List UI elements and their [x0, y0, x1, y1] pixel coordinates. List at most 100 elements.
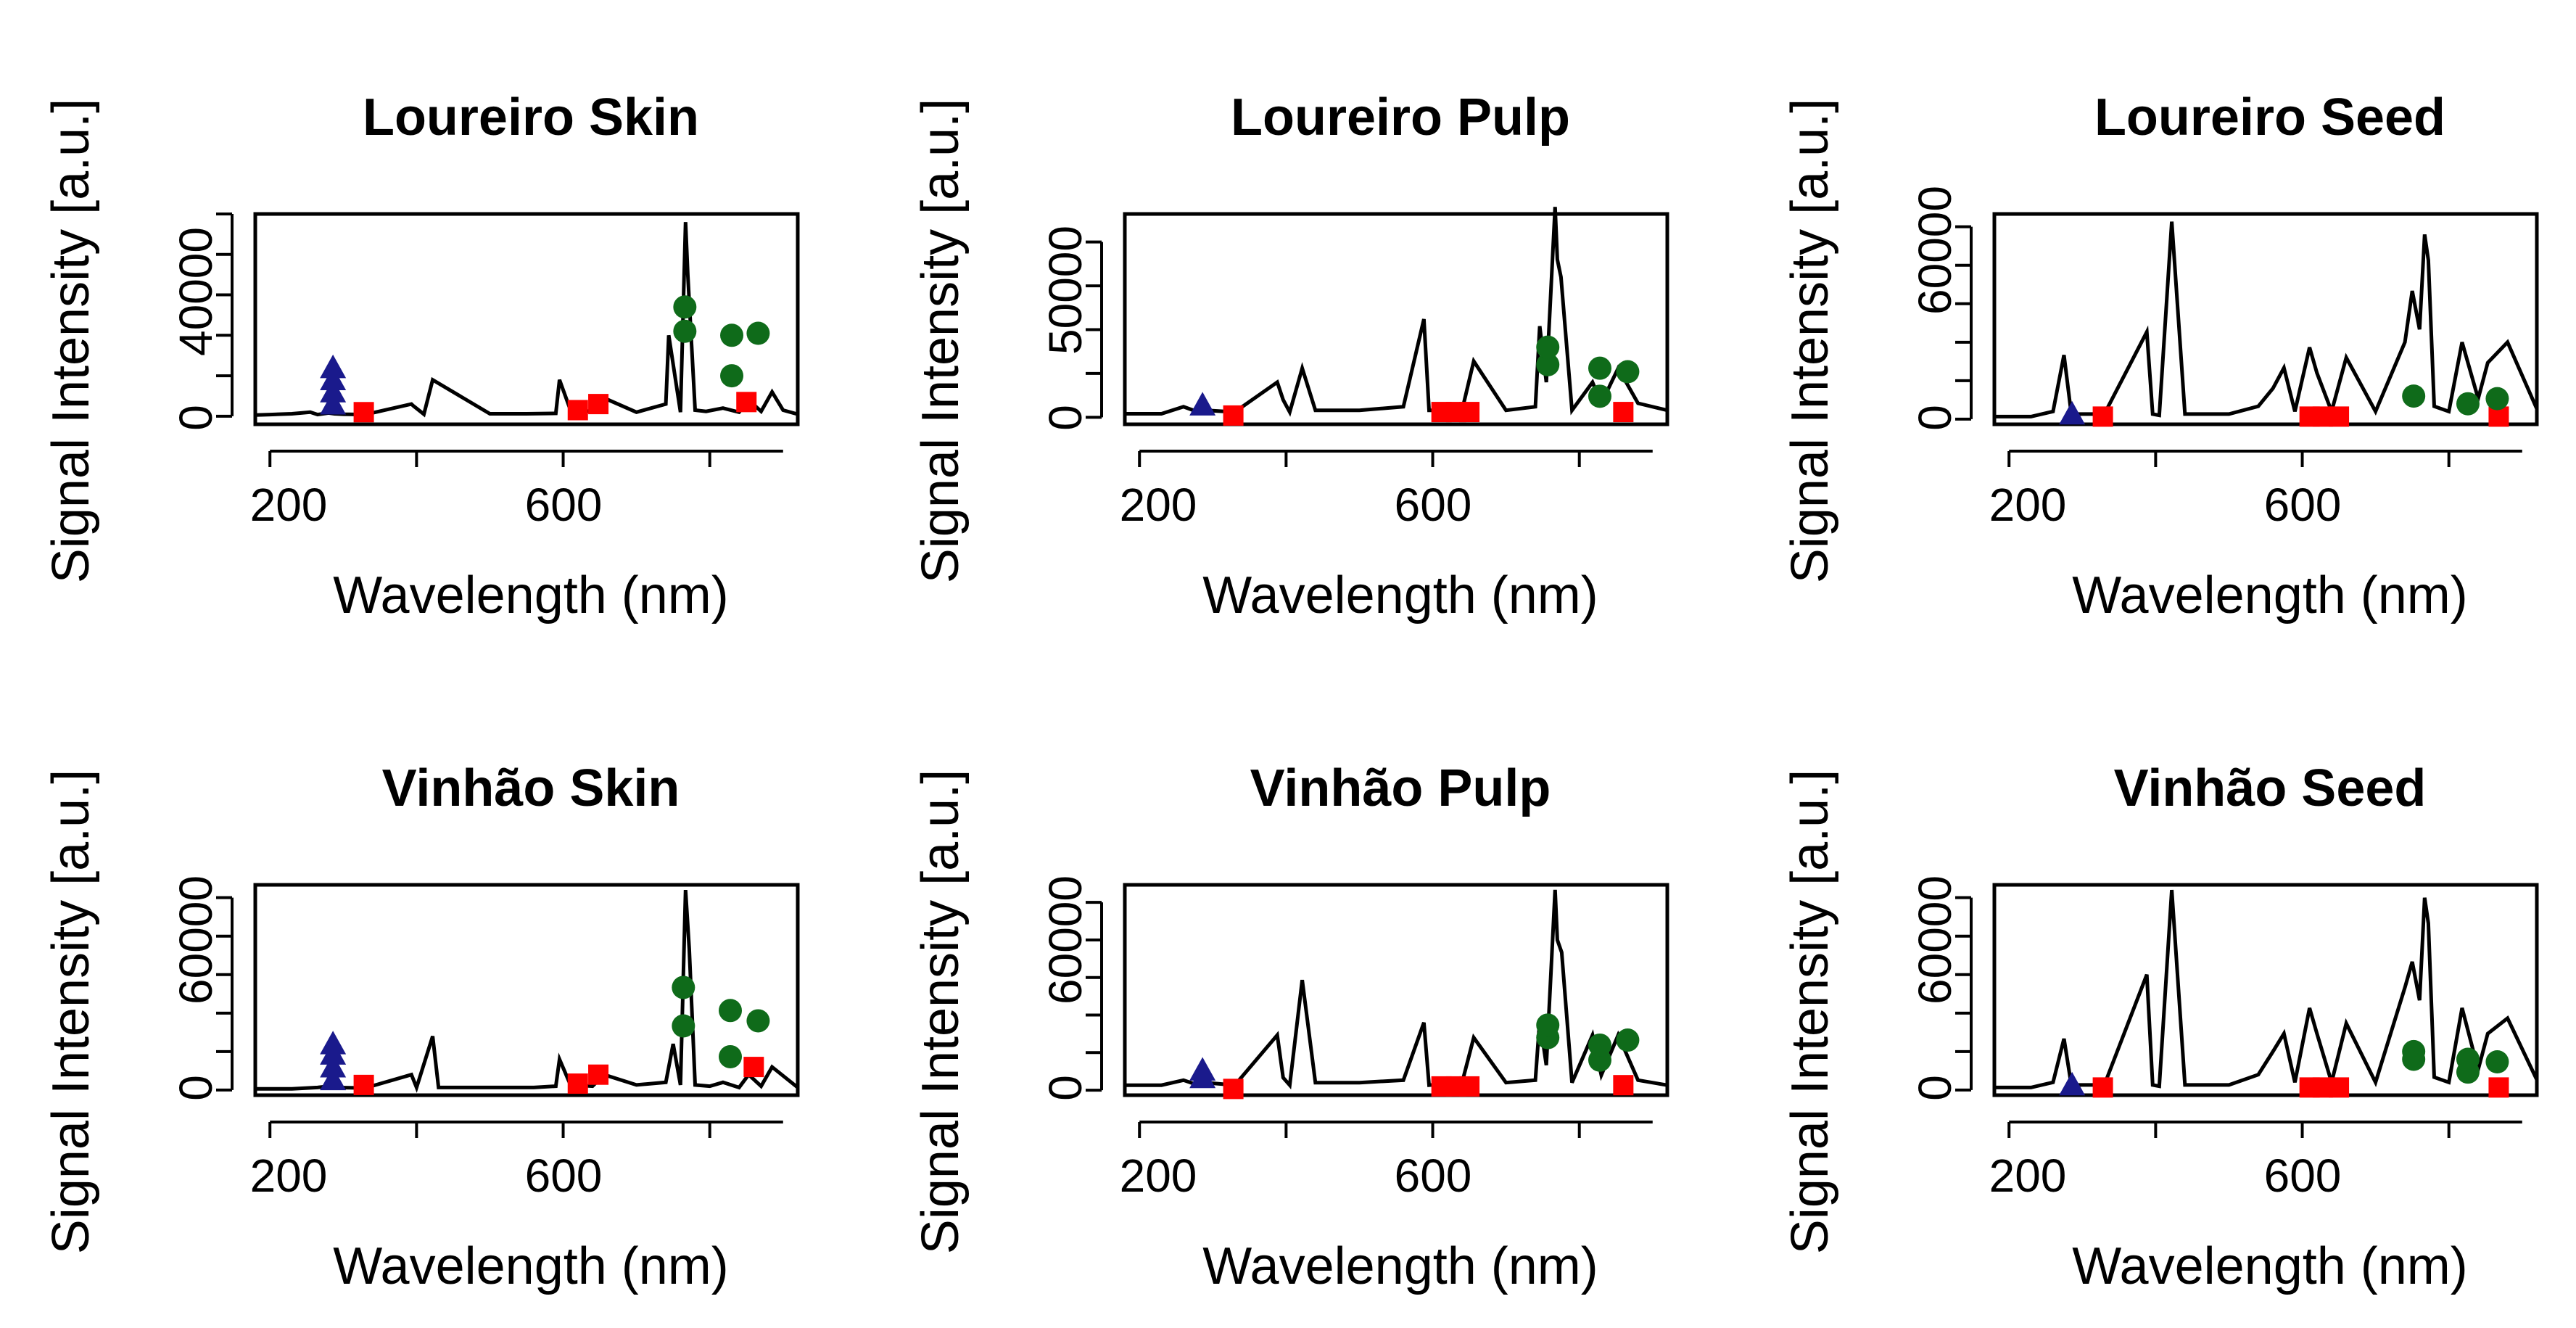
y-axis-label: Signal Intensity [a.u.]: [1781, 99, 1839, 583]
marker-triangle: [320, 366, 347, 391]
plot-area: [216, 883, 800, 1138]
panel-title: Vinhão Skin: [382, 759, 680, 817]
panel-title: Loureiro Skin: [363, 88, 699, 147]
marker-circle: [720, 364, 744, 388]
x-tick-label: 600: [525, 479, 603, 531]
marker-square: [353, 1074, 374, 1095]
marker-circle: [1536, 335, 1560, 359]
marker-circle: [672, 976, 695, 999]
y-tick-label: 0: [1909, 1075, 1961, 1101]
marker-circle: [1536, 352, 1560, 376]
plot-frame: [253, 883, 800, 1097]
marker-square: [1613, 402, 1634, 423]
x-axis-label: Wavelength (nm): [2072, 566, 2468, 624]
plot-frame: [1992, 212, 2539, 426]
marker-circle: [2402, 384, 2426, 408]
marker-triangle: [320, 354, 347, 379]
panel-vinhao-seed: Vinhão Seed Signal Intensity [a.u.] Wave…: [1781, 759, 2539, 1295]
marker-circle: [1588, 384, 1612, 408]
x-tick-label: 200: [1989, 479, 2067, 531]
plot-area: [1086, 883, 1669, 1138]
y-axis-label: Signal Intensity [a.u.]: [42, 770, 100, 1254]
x-tick-label: 200: [250, 1150, 328, 1202]
panel-title: Vinhão Seed: [2114, 759, 2427, 817]
spectrum-line: [1994, 221, 2539, 418]
panel-loureiro-pulp: Loureiro Pulp Signal Intensity [a.u.] Wa…: [912, 88, 1669, 624]
panel-loureiro-seed: Loureiro Seed Signal Intensity [a.u.] Wa…: [1781, 88, 2539, 624]
marker-circle: [672, 1014, 695, 1038]
x-axis-label: Wavelength (nm): [1202, 566, 1598, 624]
marker-circle: [2456, 392, 2480, 416]
marker-square: [567, 400, 588, 421]
marker-circle: [2456, 1047, 2480, 1071]
y-tick-label: 50000: [1039, 226, 1091, 355]
y-tick-label: 0: [170, 405, 222, 431]
marker-square: [588, 394, 609, 415]
y-tick-label: 0: [1039, 405, 1091, 431]
marker-triangle: [1189, 392, 1216, 416]
panel-loureiro-skin: Loureiro Skin Signal Intensity [a.u.] Wa…: [42, 88, 800, 624]
x-tick-label: 200: [1120, 479, 1197, 531]
y-tick-label: 60000: [1909, 875, 1961, 1005]
marker-square: [2092, 406, 2113, 427]
x-axis-label: Wavelength (nm): [333, 1237, 729, 1295]
y-axis-label: Signal Intensity [a.u.]: [1781, 770, 1839, 1254]
plot-area: [216, 212, 800, 467]
marker-triangle: [2059, 400, 2086, 425]
y-tick-label: 40000: [170, 227, 222, 356]
marker-square: [2488, 1077, 2509, 1098]
x-tick-label: 600: [1395, 479, 1472, 531]
marker-circle: [1588, 356, 1612, 380]
marker-triangle: [320, 379, 347, 403]
marker-square: [1223, 1079, 1244, 1100]
marker-square: [1459, 402, 1480, 423]
marker-circle: [746, 1009, 770, 1033]
marker-square: [736, 392, 757, 413]
plot-frame: [253, 212, 800, 426]
x-axis-label: Wavelength (nm): [1202, 1237, 1598, 1295]
marker-square: [2092, 1077, 2113, 1098]
marker-circle: [719, 1044, 743, 1068]
marker-triangle: [320, 1031, 347, 1055]
panel-title: Loureiro Pulp: [1231, 88, 1570, 147]
marker-circle: [673, 319, 697, 343]
panel-vinhao-pulp: Vinhão Pulp Signal Intensity [a.u.] Wave…: [912, 759, 1669, 1295]
y-tick-label: 60000: [1909, 186, 1961, 315]
panel-title: Loureiro Seed: [2094, 88, 2445, 147]
marker-triangle: [320, 391, 347, 415]
marker-circle: [673, 295, 697, 319]
marker-circle: [2485, 1050, 2509, 1074]
marker-circle: [719, 999, 743, 1023]
x-tick-label: 200: [1989, 1150, 2067, 1202]
marker-square: [1223, 405, 1244, 426]
marker-circle: [1616, 1028, 1640, 1052]
marker-square: [1613, 1075, 1634, 1096]
y-tick-label: 60000: [1039, 875, 1091, 1005]
x-tick-label: 200: [1120, 1150, 1197, 1202]
y-axis-label: Signal Intensity [a.u.]: [42, 99, 100, 583]
y-tick-label: 60000: [170, 875, 222, 1005]
x-tick-label: 600: [525, 1150, 603, 1202]
panel-vinhao-skin: Vinhão Skin Signal Intensity [a.u.] Wave…: [42, 759, 800, 1295]
marker-square: [2329, 1077, 2350, 1098]
marker-circle: [1536, 1013, 1560, 1037]
y-tick-label: 0: [1039, 1075, 1091, 1101]
marker-square: [1459, 1076, 1480, 1097]
marker-triangle: [320, 1054, 347, 1078]
plot-frame: [1123, 883, 1669, 1097]
marker-circle: [1616, 360, 1640, 384]
plot-area: [1955, 212, 2539, 467]
y-tick-label: 0: [170, 1075, 222, 1101]
marker-square: [743, 1057, 764, 1078]
spectrum-line: [1994, 889, 2539, 1089]
marker-triangle: [1189, 1057, 1216, 1081]
x-axis-label: Wavelength (nm): [2072, 1237, 2468, 1295]
plot-frame: [1123, 212, 1669, 426]
y-axis-label: Signal Intensity [a.u.]: [912, 99, 970, 583]
marker-circle: [746, 321, 770, 345]
marker-circle: [2485, 387, 2509, 411]
marker-square: [588, 1064, 609, 1085]
plot-area: [1955, 883, 2539, 1138]
